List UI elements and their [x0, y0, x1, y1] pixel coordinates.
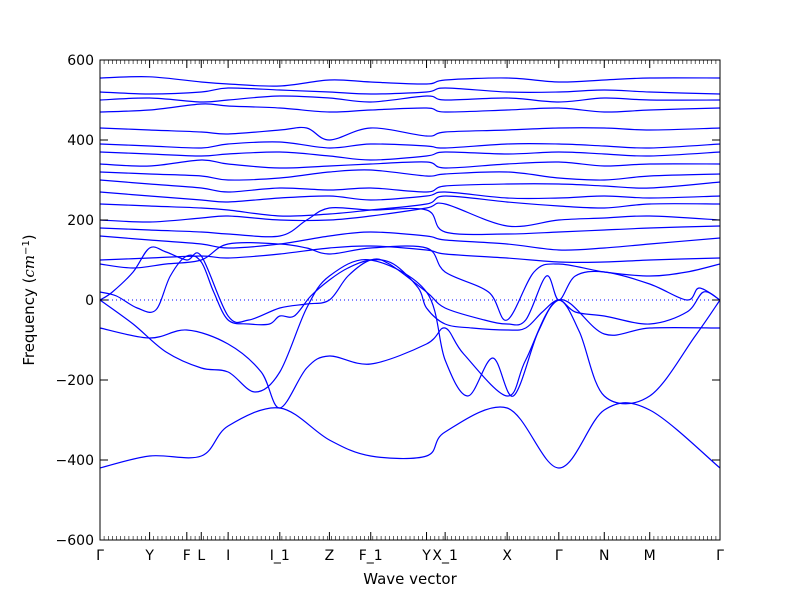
y-axis-title-exponent: −1	[21, 240, 32, 255]
phonon-branch-7	[100, 245, 720, 263]
x-tick-label: Γ	[555, 548, 563, 564]
y-axis-title-unit: cm	[20, 255, 38, 278]
x-axis-ticks: Γ Y F L I I_1 Z F_1 Y X_1 X Γ N M Γ	[96, 60, 724, 564]
phonon-branch-8	[100, 231, 720, 251]
x-tick-label: L	[197, 548, 205, 564]
x-tick-label: Y	[421, 548, 431, 564]
phonon-branch-14	[100, 169, 720, 181]
series-layer	[100, 76, 720, 469]
phonon-branch-16	[100, 151, 720, 161]
y-axis-title-prefix: Frequency (	[20, 278, 38, 366]
x-tick-label: Z	[325, 548, 335, 564]
phonon-branch-15	[100, 159, 720, 169]
y-axis-title-suffix: )	[20, 234, 38, 240]
phonon-branch-21	[100, 87, 720, 95]
phonon-branch-11	[100, 195, 720, 217]
x-tick-label: I_1	[270, 548, 290, 564]
phonon-branch-17	[100, 141, 720, 149]
phonon-branch-9	[100, 206, 720, 238]
phonon-branch-19	[100, 103, 720, 113]
phonon-branch-5	[100, 246, 720, 326]
x-tick-label: F_1	[359, 548, 383, 564]
x-tick-label: F	[183, 548, 191, 564]
y-tick-label: 0	[85, 293, 94, 309]
x-tick-label: Y	[144, 548, 154, 564]
y-tick-label: 200	[67, 213, 94, 229]
y-tick-label: −600	[56, 533, 94, 549]
x-tick-label: Γ	[96, 548, 104, 564]
phonon-branch-18	[100, 126, 720, 141]
y-axis-ticks: 600 400 200 0 −200 −400 −600	[56, 53, 720, 549]
phonon-branch-3	[100, 258, 720, 405]
phonon-branch-13	[100, 179, 720, 193]
phonon-branch-10	[100, 202, 720, 228]
x-tick-label: X_1	[432, 548, 458, 564]
x-minor-ticks	[99, 60, 721, 540]
x-axis-title: Wave vector	[363, 570, 457, 588]
y-tick-label: 400	[67, 133, 94, 149]
phonon-branch-20	[100, 95, 720, 103]
phonon-branch-6	[100, 242, 720, 321]
y-tick-label: −400	[56, 453, 94, 469]
y-axis-title: Frequency (cm−1)	[20, 234, 38, 365]
phonon-branch-1	[100, 402, 720, 469]
phonon-branch-4	[100, 254, 720, 331]
x-tick-label: Γ	[716, 548, 724, 564]
phonon-branch-12	[100, 191, 720, 203]
phonon-branch-22	[100, 76, 720, 87]
x-tick-label: I	[226, 548, 230, 564]
x-tick-label: M	[644, 548, 656, 564]
x-tick-label: N	[599, 548, 609, 564]
x-tick-label: X	[502, 548, 512, 564]
phonon-branch-2	[100, 299, 720, 409]
y-tick-label: 600	[67, 53, 94, 69]
y-tick-label: −200	[56, 373, 94, 389]
